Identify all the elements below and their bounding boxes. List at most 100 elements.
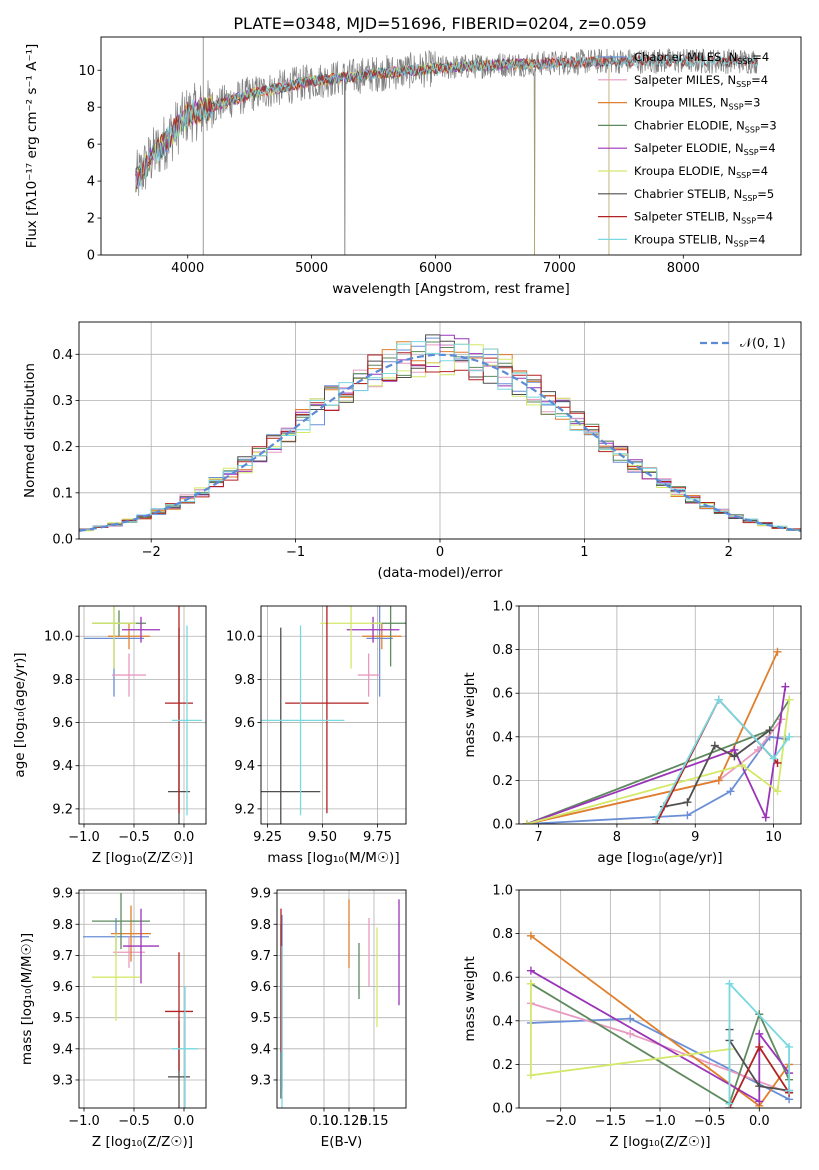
mass-vs-Z-xlabel: Z [log₁₀(Z/Z☉)] <box>92 1134 193 1150</box>
legend-label-salpeter-elodie: Salpeter ELODIE, NSSP=4 <box>634 141 776 157</box>
mass-vs-Z-ytick-label-2: 9.5 <box>52 1011 73 1026</box>
spectrum-xtick-label-2: 6000 <box>419 261 452 276</box>
residuals-legend-label: 𝒩(0, 1) <box>740 335 786 350</box>
spectrum-ytick-label-4: 8 <box>87 101 95 116</box>
age-vs-Z-panel: −1.0 −0.5 0.0 9.2 9.4 9.6 9.8 10.0 Z [log₁₀(Z/Z☉… <box>12 605 207 866</box>
age-vs-Z-ytick-label-1: 9.4 <box>52 759 73 774</box>
weight-vs-age-marker-chabrier-stelib-4 <box>765 726 774 735</box>
mass-vs-Z-xtick-label-2: 0.0 <box>174 1114 195 1129</box>
legend-label-sub: SSP <box>736 80 751 89</box>
weight-vs-Z-xtick-label-0: −2.0 <box>545 1114 577 1129</box>
residual-hist-kroupa-elodie <box>79 343 801 532</box>
age-vs-Z-ytick-label-4: 10.0 <box>44 630 73 645</box>
weight-vs-age-xtick-label-1: 8 <box>613 830 621 845</box>
age-vs-mass-ytick-label-1: 9.4 <box>234 759 255 774</box>
spectrum-ytick-label-2: 4 <box>87 175 95 190</box>
mass-vs-Z-xtick-label-1: −0.5 <box>118 1114 150 1129</box>
spectrum-ytick-label-1: 2 <box>87 212 95 227</box>
legend-label-suffix: =4 <box>759 141 776 155</box>
weight-vs-Z-xtick-label-1: −1.5 <box>595 1114 627 1129</box>
weight-vs-Z-frame <box>518 889 802 1109</box>
residuals-xtick-label-3: 1 <box>580 545 588 560</box>
spectrum-ytick-label-3: 6 <box>87 138 95 153</box>
weight-vs-Z-marker-kroupa-stelib-2 <box>785 1042 794 1051</box>
weight-vs-age-marker-salpeter-miles-2 <box>753 745 762 754</box>
weight-vs-age-marker-kroupa-stelib-2 <box>769 754 778 763</box>
residuals-ytick-label-1: 0.1 <box>52 486 73 501</box>
age-vs-mass-xtick-label-2: 9.75 <box>363 830 392 845</box>
age-vs-Z-frame <box>78 605 207 825</box>
age-vs-mass-xtick-label-1: 9.50 <box>308 830 337 845</box>
residuals-ytick-label-3: 0.3 <box>52 394 73 409</box>
legend-label-main: Salpeter STELIB, N <box>634 210 741 224</box>
legend-label-suffix: =3 <box>760 118 777 132</box>
weight-vs-Z-marker-salpeter-elodie-0 <box>526 966 535 975</box>
weight-vs-age-marker-kroupa-stelib-1 <box>714 695 723 704</box>
weight-vs-age-xtick-label-2: 9 <box>691 830 699 845</box>
residuals-ylabel: Normed distribution <box>22 363 38 498</box>
weight-vs-Z-ytick-label-4: 0.8 <box>492 927 513 942</box>
mass-vs-EBV-xtick-label-2: 0.15 <box>360 1114 389 1129</box>
legend-label-suffix: =5 <box>757 187 774 201</box>
legend-label-suffix: =4 <box>756 210 773 224</box>
weight-vs-age-ytick-label-2: 0.4 <box>492 730 513 745</box>
legend-label-chabrier-elodie: Chabrier ELODIE, NSSP=3 <box>634 118 777 134</box>
age-vs-Z-ytick-label-3: 9.8 <box>52 673 73 688</box>
weight-vs-age-ylabel: mass weight <box>462 672 478 757</box>
spectrum-xtick-label-0: 4000 <box>171 261 204 276</box>
weight-vs-Z-marker-kroupa-stelib-1 <box>725 979 734 988</box>
spectrum-xtick-label-3: 7000 <box>543 261 576 276</box>
legend-label-kroupa-elodie: Kroupa ELODIE, NSSP=4 <box>634 164 768 180</box>
mass-vs-EBV-ytick-label-2: 9.5 <box>250 1011 271 1026</box>
weight-vs-age-plot-area <box>522 647 794 824</box>
weight-vs-Z-marker-chabrier-miles-1 <box>626 1014 635 1023</box>
mass-vs-EBV-frame <box>276 889 407 1109</box>
weight-vs-age-marker-salpeter-stelib-2 <box>773 758 782 767</box>
weight-vs-age-marker-kroupa-stelib-0 <box>652 815 661 824</box>
age-vs-mass-panel: 9.25 9.50 9.75 9.2 9.4 9.6 9.8 10.0 mass [log₁₀(… <box>226 605 407 866</box>
weight-vs-Z-marker-chabrier-stelib-2 <box>755 1082 764 1091</box>
weight-vs-Z-xlabel: Z [log₁₀(Z/Z☉)] <box>609 1134 710 1150</box>
weight-vs-age-ytick-label-3: 0.6 <box>492 687 513 702</box>
weight-vs-age-marker-kroupa-stelib-3 <box>785 732 794 741</box>
spectrum-frame <box>100 36 802 256</box>
spectrum-ylabel: Flux [fλ10⁻¹⁷ erg cm⁻² s⁻¹ A⁻¹] <box>24 44 40 249</box>
residuals-xtick-label-4: 2 <box>725 545 733 560</box>
age-vs-mass-xlabel: mass [log₁₀(M/M☉)] <box>267 850 399 866</box>
mass-vs-Z-ytick-label-6: 9.9 <box>52 887 73 902</box>
mass-vs-EBV-ytick-label-5: 9.8 <box>250 918 271 933</box>
legend-label-main: Salpeter MILES, N <box>634 73 736 87</box>
residual-hist-salpeter-elodie <box>79 334 801 531</box>
age-vs-mass-ytick-label-0: 9.2 <box>234 802 255 817</box>
residuals-xtick-label-1: −1 <box>286 545 305 560</box>
age-vs-mass-ytick-label-4: 10.0 <box>226 630 255 645</box>
spectrum-xtick-label-1: 5000 <box>295 261 328 276</box>
weight-vs-age-marker-kroupa-elodie-1 <box>738 761 747 770</box>
age-vs-mass-xtick-label-0: 9.25 <box>253 830 282 845</box>
spectrum-model-kroupa-elodie <box>135 58 535 186</box>
weight-vs-age-ytick-label-0: 0.0 <box>492 818 513 833</box>
weight-vs-age-marker-kroupa-elodie-0 <box>522 820 531 824</box>
mass-vs-EBV-ytick-label-1: 9.4 <box>250 1042 271 1057</box>
weight-vs-age-marker-chabrier-miles-1 <box>683 811 692 820</box>
weight-vs-Z-marker-kroupa-elodie-1 <box>526 1071 535 1080</box>
age-vs-Z-ytick-label-0: 9.2 <box>52 802 73 817</box>
legend-label-main: Salpeter ELODIE, N <box>634 141 744 155</box>
weight-vs-age-marker-chabrier-stelib-1 <box>683 798 692 807</box>
residuals-ytick-label-4: 0.4 <box>52 348 73 363</box>
age-vs-Z-xtick-label-2: 0.0 <box>174 830 195 845</box>
weight-vs-age-marker-chabrier-stelib-2 <box>710 741 719 750</box>
residuals-xtick-label-2: 0 <box>436 545 444 560</box>
spectrum-ytick-label-5: 10 <box>78 64 95 79</box>
mass-vs-EBV-ytick-label-4: 9.7 <box>250 949 271 964</box>
legend-label-suffix: =4 <box>751 73 768 87</box>
legend-label-main: Kroupa STELIB, N <box>634 232 734 246</box>
weight-vs-age-marker-kroupa-elodie-3 <box>785 695 794 704</box>
mass-vs-Z-ytick-label-4: 9.7 <box>52 949 73 964</box>
mass-vs-EBV-xtick-label-1: 0.125 <box>330 1114 367 1129</box>
figure-title: PLATE=0348, MJD=51696, FIBERID=0204, z=0… <box>233 14 646 33</box>
weight-vs-age-marker-salpeter-elodie-3 <box>781 682 790 691</box>
